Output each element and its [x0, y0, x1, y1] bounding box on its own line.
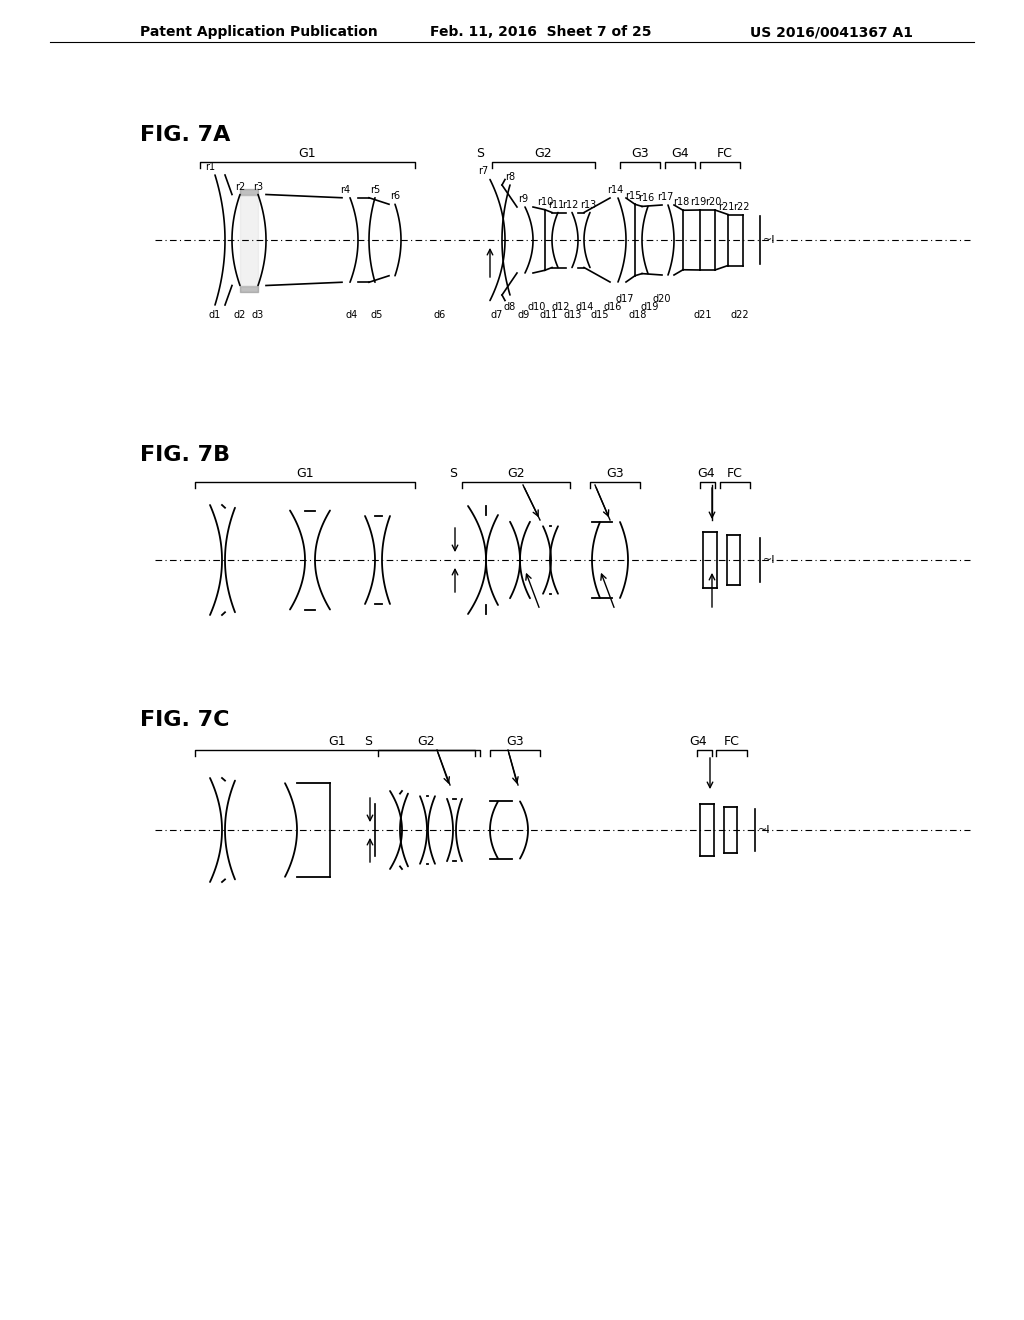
Text: Patent Application Publication: Patent Application Publication [140, 25, 378, 40]
Text: r22: r22 [733, 202, 750, 211]
Text: r2: r2 [234, 181, 245, 191]
Text: r16: r16 [638, 194, 654, 203]
Text: d10: d10 [527, 302, 546, 312]
Text: r17: r17 [656, 191, 673, 202]
Text: d4: d4 [346, 310, 358, 319]
Text: r7: r7 [478, 166, 488, 177]
Text: d3: d3 [252, 310, 264, 319]
Text: US 2016/0041367 A1: US 2016/0041367 A1 [750, 25, 913, 40]
Text: d13: d13 [564, 310, 583, 319]
Text: G3: G3 [631, 147, 649, 160]
Text: G3: G3 [506, 735, 524, 748]
Text: d1: d1 [209, 310, 221, 319]
Text: G4: G4 [671, 147, 689, 160]
Text: FC: FC [724, 735, 740, 748]
Text: G1: G1 [296, 467, 313, 480]
Text: r20: r20 [705, 197, 721, 207]
Text: r15: r15 [625, 191, 641, 201]
Text: d16: d16 [604, 302, 623, 312]
Text: ~I: ~I [763, 235, 775, 246]
Text: r18: r18 [673, 197, 689, 207]
Text: S: S [476, 147, 484, 160]
Text: G4: G4 [697, 467, 715, 480]
Text: G4: G4 [689, 735, 707, 748]
Text: r12: r12 [562, 199, 579, 210]
Text: d17: d17 [615, 294, 634, 304]
Text: d18: d18 [629, 310, 647, 319]
Text: d11: d11 [540, 310, 558, 319]
Text: G3: G3 [606, 467, 624, 480]
Text: ~I: ~I [758, 825, 770, 836]
Text: S: S [449, 467, 457, 480]
Text: r13: r13 [580, 199, 596, 210]
Text: r14: r14 [607, 185, 624, 195]
Text: FC: FC [717, 147, 733, 160]
Text: FIG. 7C: FIG. 7C [140, 710, 229, 730]
Text: d5: d5 [371, 310, 383, 319]
Text: d9: d9 [518, 310, 530, 319]
Text: G1: G1 [299, 147, 316, 160]
Text: r6: r6 [390, 191, 400, 201]
Text: d19: d19 [641, 302, 659, 312]
Text: d21: d21 [693, 310, 713, 319]
Text: d15: d15 [591, 310, 609, 319]
Text: d22: d22 [731, 310, 750, 319]
Text: FC: FC [727, 467, 743, 480]
Text: r10: r10 [537, 197, 553, 207]
Text: d6: d6 [434, 310, 446, 319]
Text: G1: G1 [328, 735, 346, 748]
Text: r19: r19 [690, 197, 707, 207]
Text: r11: r11 [548, 199, 564, 210]
Text: d14: d14 [575, 302, 594, 312]
Text: r3: r3 [253, 181, 263, 191]
Text: r5: r5 [370, 185, 380, 195]
Text: FIG. 7B: FIG. 7B [140, 445, 230, 465]
Text: r9: r9 [518, 194, 528, 205]
Text: S: S [364, 735, 372, 748]
Text: d7: d7 [490, 310, 503, 319]
Text: ~I: ~I [763, 554, 775, 565]
Text: r21: r21 [718, 202, 734, 211]
Text: FIG. 7A: FIG. 7A [140, 125, 230, 145]
Text: d20: d20 [652, 294, 672, 304]
Text: d2: d2 [233, 310, 246, 319]
Text: G2: G2 [417, 735, 435, 748]
Text: d8: d8 [504, 302, 516, 312]
Text: G2: G2 [535, 147, 552, 160]
Text: d12: d12 [552, 302, 570, 312]
Text: G2: G2 [507, 467, 525, 480]
Text: r8: r8 [505, 172, 515, 182]
Text: r4: r4 [340, 185, 350, 195]
Text: Feb. 11, 2016  Sheet 7 of 25: Feb. 11, 2016 Sheet 7 of 25 [430, 25, 651, 40]
Text: r1: r1 [205, 162, 215, 172]
